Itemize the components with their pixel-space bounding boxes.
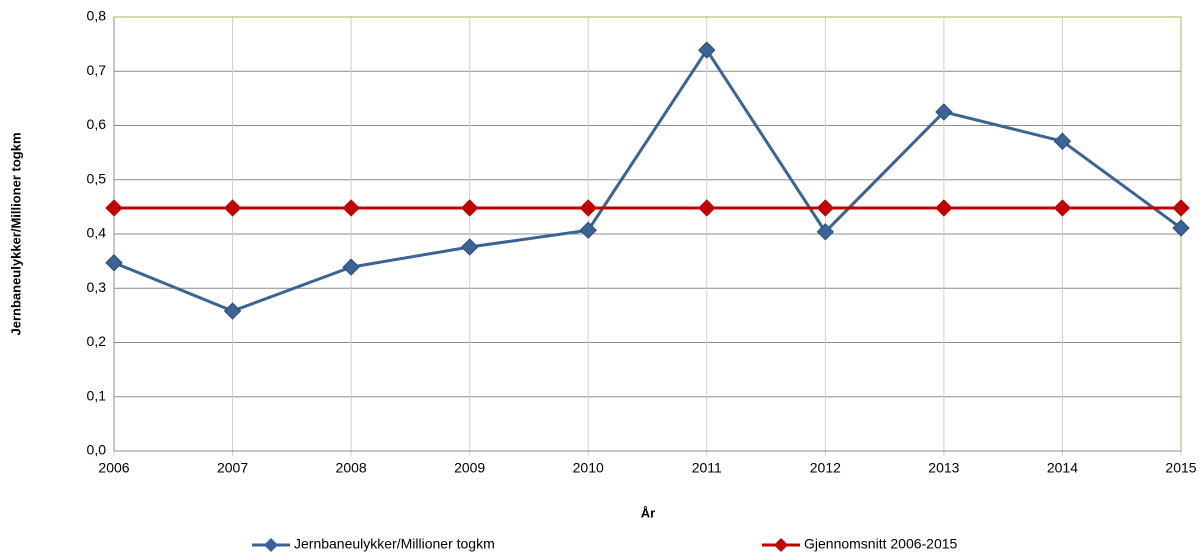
y-tick-label: 0,5	[87, 170, 107, 186]
legend-item: Jernbaneulykker/Millioner togkm	[252, 536, 495, 552]
marker	[223, 199, 242, 217]
marker	[816, 199, 835, 217]
legend-marker	[774, 538, 788, 552]
y-tick-label: 0,4	[87, 225, 107, 241]
marker	[1053, 199, 1072, 217]
marker	[342, 199, 360, 217]
x-tick-label: 2013	[928, 460, 959, 476]
y-tick-label: 0,0	[87, 442, 107, 458]
x-tick-label: 2008	[336, 460, 367, 476]
legend-item: Gjennomsnitt 2006-2015	[762, 536, 958, 552]
y-tick-label: 0,7	[87, 62, 107, 78]
y-tick-label: 0,3	[87, 279, 107, 295]
marker	[935, 103, 953, 121]
series-line	[113, 47, 1182, 313]
marker	[698, 41, 716, 59]
marker	[1053, 132, 1072, 150]
marker	[460, 238, 479, 256]
x-tick-label: 2015	[1165, 460, 1196, 476]
marker	[935, 199, 953, 217]
marker	[579, 199, 597, 217]
legend-marker	[264, 538, 278, 552]
marker	[698, 199, 716, 217]
legend-label: Jernbaneulykker/Millioner togkm	[294, 536, 495, 552]
y-tick-label: 0,6	[87, 116, 107, 132]
y-tick-label: 0,1	[87, 387, 107, 403]
y-tick-label: 0,2	[87, 333, 107, 349]
marker	[816, 223, 835, 241]
marker	[1172, 199, 1190, 217]
x-axis-label: År	[641, 505, 655, 520]
marker	[105, 254, 123, 272]
x-tick-label: 2010	[573, 460, 604, 476]
legend-label: Gjennomsnitt 2006-2015	[804, 536, 958, 552]
marker	[579, 221, 597, 239]
x-tick-label: 2006	[98, 460, 129, 476]
y-axis-label: Jernbaneulykker/Millioner togkm	[8, 132, 23, 335]
x-tick-label: 2011	[692, 460, 722, 476]
x-tick-label: 2014	[1047, 460, 1078, 476]
x-tick-label: 2012	[810, 460, 841, 476]
marker	[460, 199, 479, 217]
marker	[342, 258, 360, 276]
x-tick-label: 2009	[454, 460, 485, 476]
y-tick-label: 0,8	[87, 8, 107, 24]
x-tick-label: 2007	[217, 460, 248, 476]
marker	[1172, 219, 1190, 237]
marker	[223, 302, 242, 320]
marker	[105, 199, 123, 217]
